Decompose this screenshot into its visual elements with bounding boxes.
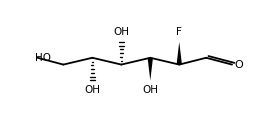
- Polygon shape: [148, 58, 153, 80]
- Text: F: F: [176, 27, 182, 37]
- Polygon shape: [176, 42, 182, 65]
- Text: OH: OH: [142, 85, 158, 95]
- Text: HO: HO: [35, 53, 51, 63]
- Text: OH: OH: [113, 27, 129, 37]
- Text: O: O: [234, 60, 243, 70]
- Text: OH: OH: [84, 85, 100, 95]
